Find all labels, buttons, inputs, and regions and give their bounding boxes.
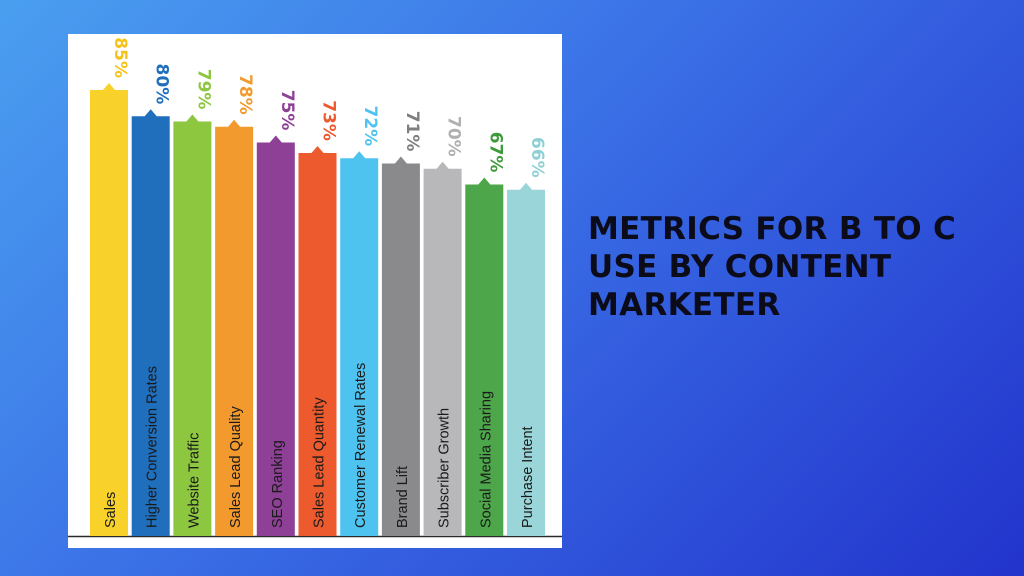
bar bbox=[423, 161, 462, 536]
chart-panel: 85% Sales 80% Higher Conversion Rates 79% Web… bbox=[68, 34, 562, 548]
value-label: 71% bbox=[402, 111, 422, 152]
bar bbox=[256, 135, 295, 536]
bar-group: 66% Purchase Intent bbox=[507, 137, 547, 536]
bar bbox=[173, 114, 212, 536]
title-line-2: USE BY CONTENT bbox=[588, 249, 892, 285]
bar-group: 70% Subscriber Growth bbox=[423, 116, 464, 536]
value-label: 66% bbox=[527, 137, 547, 178]
bar bbox=[215, 119, 254, 537]
slide-title: METRICS FOR B TO C USE BY CONTENT MARKET… bbox=[588, 210, 1008, 324]
bar-group: 78% Sales Lead Quality bbox=[215, 74, 255, 537]
value-label: 79% bbox=[193, 69, 213, 110]
bar-group: 79% Website Traffic bbox=[173, 69, 213, 536]
bar-group: 72% Customer Renewal Rates bbox=[340, 106, 380, 536]
value-label: 78% bbox=[235, 74, 255, 115]
title-line-1: METRICS FOR B TO C bbox=[588, 211, 957, 247]
value-label: 85% bbox=[110, 37, 130, 78]
bar bbox=[465, 177, 504, 536]
category-label: Customer Renewal Rates bbox=[353, 363, 369, 528]
category-label: Sales bbox=[103, 492, 119, 528]
bar-chart: 85% Sales 80% Higher Conversion Rates 79% Web… bbox=[68, 37, 562, 538]
value-label: 80% bbox=[152, 64, 172, 105]
category-label: Sales Lead Quantity bbox=[312, 397, 328, 528]
title-line-3: MARKETER bbox=[588, 287, 781, 323]
category-label: Higher Conversion Rates bbox=[145, 366, 161, 528]
bar-group: 75% SEO Ranking bbox=[256, 90, 297, 536]
bar-group: 73% Sales Lead Quantity bbox=[298, 100, 339, 536]
bar-group: 67% Social Media Sharing bbox=[465, 132, 505, 536]
bar-group: 80% Higher Conversion Rates bbox=[131, 64, 172, 536]
value-label: 73% bbox=[319, 100, 339, 141]
bar bbox=[340, 151, 379, 536]
bar bbox=[381, 156, 420, 536]
bar-group: 85% Sales bbox=[90, 37, 130, 536]
bar bbox=[131, 109, 170, 536]
category-label: Purchase Intent bbox=[520, 426, 536, 528]
bar bbox=[507, 182, 545, 536]
bar-group: 71% Brand Lift bbox=[381, 111, 422, 536]
category-label: SEO Ranking bbox=[270, 440, 286, 528]
category-label: Website Traffic bbox=[186, 433, 202, 528]
value-label: 72% bbox=[360, 106, 380, 147]
category-label: Brand Lift bbox=[395, 466, 411, 528]
value-label: 70% bbox=[444, 116, 464, 157]
value-label: 67% bbox=[485, 132, 505, 173]
category-label: Subscriber Growth bbox=[437, 408, 453, 528]
bar bbox=[90, 83, 128, 536]
value-label: 75% bbox=[277, 90, 297, 131]
category-label: Sales Lead Quality bbox=[228, 406, 244, 528]
category-label: Social Media Sharing bbox=[478, 391, 494, 528]
bar bbox=[298, 145, 337, 536]
